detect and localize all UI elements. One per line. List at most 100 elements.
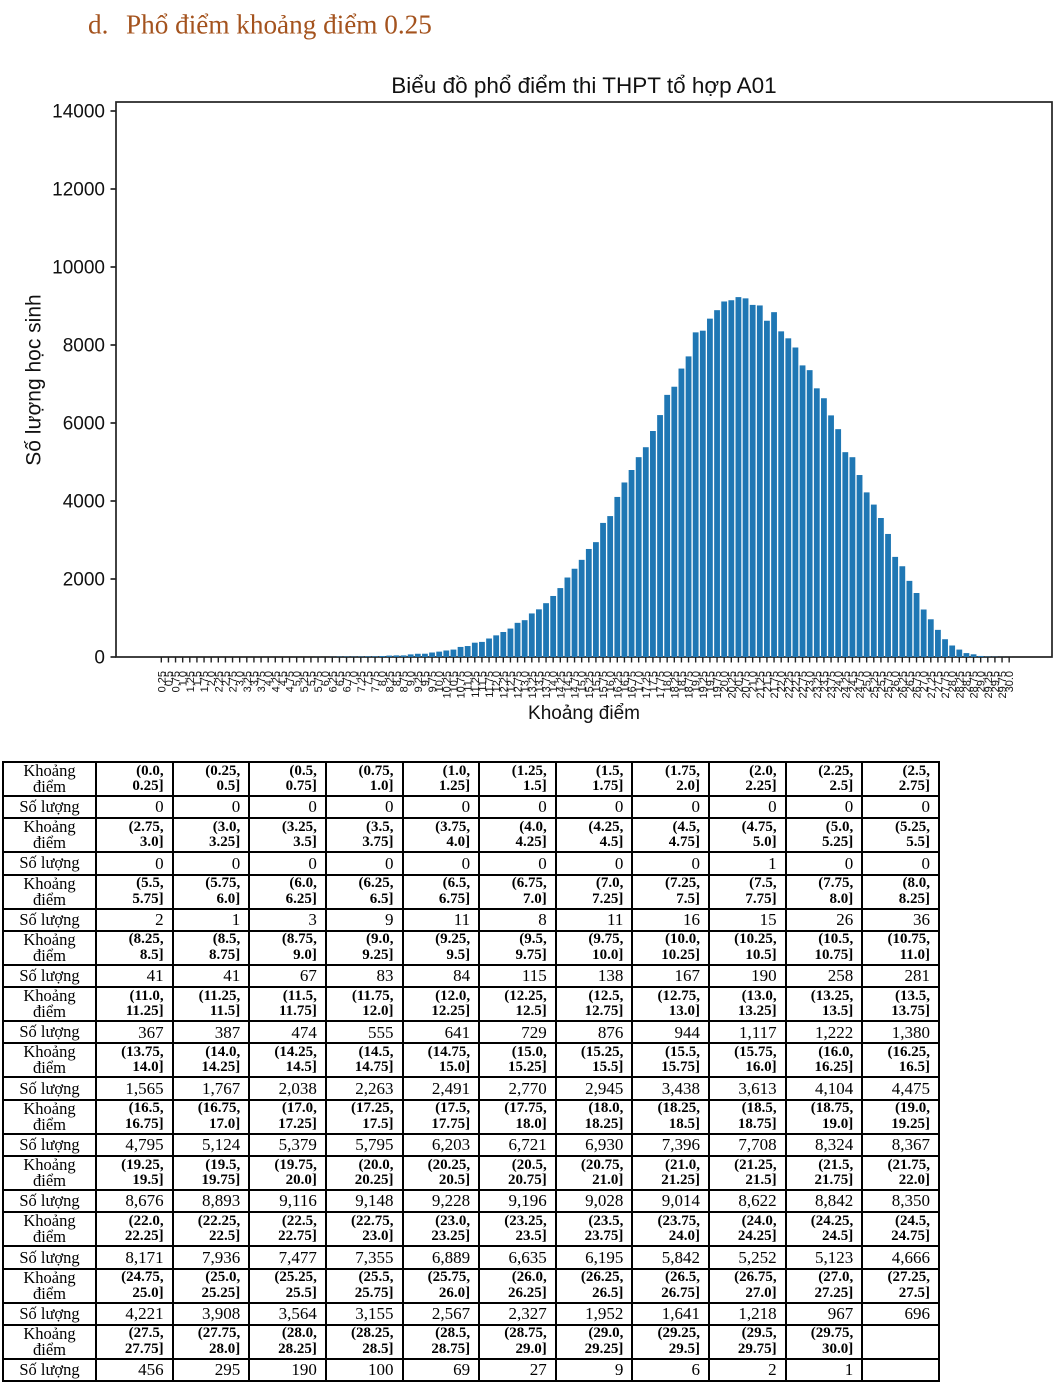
svg-text:28.75: 28.75 (969, 671, 981, 699)
svg-text:15.25: 15.25 (584, 671, 596, 699)
svg-text:24.75: 24.75 (855, 671, 867, 699)
svg-text:7.25: 7.25 (356, 671, 368, 692)
svg-text:8.5: 8.5 (391, 671, 403, 686)
svg-text:12.5: 12.5 (505, 671, 517, 692)
svg-text:13.0: 13.0 (520, 671, 532, 692)
svg-text:27.25: 27.25 (926, 671, 938, 699)
svg-text:13.75: 13.75 (541, 671, 553, 699)
svg-text:14.75: 14.75 (570, 671, 582, 699)
svg-text:4.75: 4.75 (285, 671, 297, 692)
svg-text:28.0: 28.0 (947, 671, 959, 692)
svg-text:9.75: 9.75 (427, 671, 439, 692)
svg-text:25.5: 25.5 (876, 671, 888, 692)
svg-text:10000: 10000 (52, 258, 105, 279)
svg-text:22.0: 22.0 (776, 671, 788, 692)
svg-text:d.: d. (88, 10, 108, 40)
svg-text:24.5: 24.5 (847, 671, 859, 692)
svg-text:2.5: 2.5 (220, 671, 232, 686)
svg-text:24.25: 24.25 (840, 671, 852, 699)
svg-text:24.0: 24.0 (833, 671, 845, 692)
svg-text:7.75: 7.75 (370, 671, 382, 692)
svg-text:15.75: 15.75 (598, 671, 610, 699)
svg-text:6000: 6000 (63, 414, 105, 435)
svg-text:30.0: 30.0 (1004, 671, 1016, 692)
svg-text:10.75: 10.75 (456, 671, 468, 699)
svg-text:9.25: 9.25 (413, 671, 425, 692)
svg-text:25.75: 25.75 (883, 671, 895, 699)
svg-text:14.25: 14.25 (555, 671, 567, 699)
svg-text:17.75: 17.75 (655, 671, 667, 699)
svg-text:21.25: 21.25 (755, 671, 767, 699)
svg-text:22.75: 22.75 (798, 671, 810, 699)
svg-text:26.5: 26.5 (904, 671, 916, 692)
svg-text:11.75: 11.75 (484, 671, 496, 698)
svg-text:3.75: 3.75 (256, 671, 268, 692)
svg-text:4000: 4000 (63, 492, 105, 513)
svg-text:1.25: 1.25 (185, 671, 197, 692)
svg-text:9.5: 9.5 (420, 671, 432, 686)
svg-text:17.0: 17.0 (634, 671, 646, 692)
svg-text:16.0: 16.0 (605, 671, 617, 692)
svg-text:1.75: 1.75 (199, 671, 211, 692)
svg-text:2.75: 2.75 (228, 671, 240, 692)
svg-text:Biểu đồ phổ điểm thi THPT tổ h: Biểu đồ phổ điểm thi THPT tổ hợp A01 (391, 73, 776, 98)
svg-text:29.75: 29.75 (997, 671, 1009, 699)
svg-text:18.5: 18.5 (676, 671, 688, 692)
svg-text:23.25: 23.25 (812, 671, 824, 699)
svg-text:16.75: 16.75 (627, 671, 639, 699)
svg-text:6.25: 6.25 (327, 671, 339, 692)
svg-text:6.5: 6.5 (334, 671, 346, 686)
svg-text:27.75: 27.75 (940, 671, 952, 699)
svg-text:15.0: 15.0 (577, 671, 589, 692)
svg-text:25.0: 25.0 (862, 671, 874, 692)
svg-text:27.0: 27.0 (919, 671, 931, 692)
svg-text:29.0: 29.0 (976, 671, 988, 692)
svg-text:Phổ điểm khoảng điểm 0.25: Phổ điểm khoảng điểm 0.25 (126, 10, 432, 40)
svg-text:18.75: 18.75 (684, 671, 696, 699)
svg-text:0.5: 0.5 (163, 671, 175, 686)
svg-text:12.0: 12.0 (491, 671, 503, 692)
svg-text:21.0: 21.0 (748, 671, 760, 692)
svg-text:6.0: 6.0 (320, 671, 332, 686)
svg-text:10.25: 10.25 (441, 671, 453, 699)
svg-text:13.5: 13.5 (534, 671, 546, 692)
svg-text:21.75: 21.75 (769, 671, 781, 699)
svg-text:20.5: 20.5 (733, 671, 745, 692)
svg-text:4.5: 4.5 (277, 671, 289, 686)
svg-text:0.75: 0.75 (171, 671, 183, 692)
svg-text:14.5: 14.5 (562, 671, 574, 692)
svg-text:11.5: 11.5 (477, 671, 489, 692)
svg-text:17.5: 17.5 (648, 671, 660, 692)
svg-text:12.75: 12.75 (513, 671, 525, 699)
svg-text:5.25: 5.25 (299, 671, 311, 692)
svg-text:8000: 8000 (63, 336, 105, 357)
svg-text:0: 0 (94, 648, 105, 669)
svg-text:2000: 2000 (63, 570, 105, 591)
svg-text:2.25: 2.25 (213, 671, 225, 692)
svg-text:19.25: 19.25 (698, 671, 710, 699)
svg-text:10.0: 10.0 (434, 671, 446, 692)
svg-text:26.25: 26.25 (897, 671, 909, 699)
svg-text:15.5: 15.5 (591, 671, 603, 692)
svg-text:14.0: 14.0 (548, 671, 560, 692)
svg-text:19.75: 19.75 (712, 671, 724, 699)
svg-text:7.0: 7.0 (349, 671, 361, 686)
svg-text:14000: 14000 (52, 102, 105, 123)
svg-text:12000: 12000 (52, 180, 105, 201)
svg-text:28.25: 28.25 (954, 671, 966, 699)
svg-text:21.5: 21.5 (762, 671, 774, 692)
svg-text:29.5: 29.5 (990, 671, 1002, 692)
svg-text:18.25: 18.25 (669, 671, 681, 699)
svg-text:8.75: 8.75 (399, 671, 411, 692)
svg-text:4.0: 4.0 (263, 671, 275, 686)
svg-text:16.5: 16.5 (619, 671, 631, 692)
svg-text:20.25: 20.25 (726, 671, 738, 699)
svg-text:13.25: 13.25 (527, 671, 539, 699)
svg-text:18.0: 18.0 (662, 671, 674, 692)
svg-text:5.5: 5.5 (306, 671, 318, 686)
svg-text:28.5: 28.5 (961, 671, 973, 692)
svg-text:1.5: 1.5 (192, 671, 204, 686)
svg-text:8.25: 8.25 (384, 671, 396, 692)
svg-text:11.0: 11.0 (463, 671, 475, 692)
svg-text:2.0: 2.0 (206, 671, 218, 686)
